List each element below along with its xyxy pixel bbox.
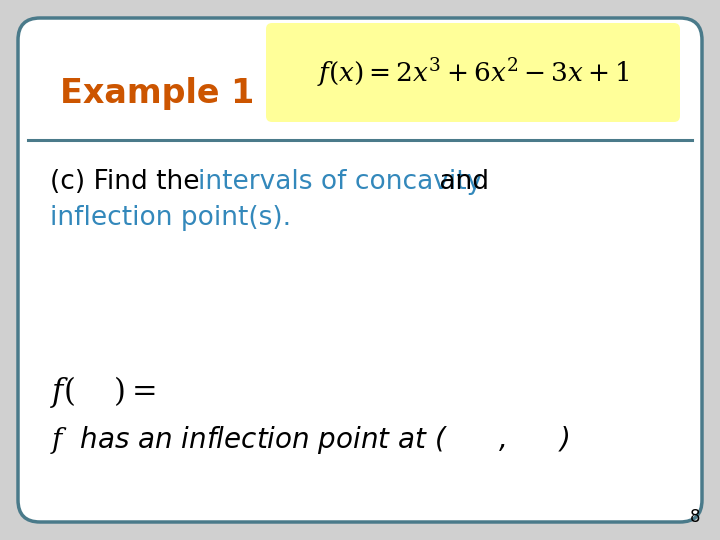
Text: (c) Find the: (c) Find the <box>50 169 208 195</box>
Text: $f$  has an inflection point at (      ,      ): $f$ has an inflection point at ( , ) <box>50 424 570 456</box>
Text: inflection point(s).: inflection point(s). <box>50 205 291 231</box>
Text: Example 1: Example 1 <box>60 77 254 110</box>
FancyBboxPatch shape <box>266 23 680 122</box>
Text: $f(x) = 2x^3 + 6x^2 - 3x + 1$: $f(x) = 2x^3 + 6x^2 - 3x + 1$ <box>317 56 629 90</box>
Text: $f($    $) =$: $f($ $) =$ <box>50 374 156 410</box>
Text: 8: 8 <box>690 508 700 526</box>
Text: and: and <box>431 169 489 195</box>
Text: intervals of concavity: intervals of concavity <box>198 169 482 195</box>
FancyBboxPatch shape <box>18 18 702 522</box>
